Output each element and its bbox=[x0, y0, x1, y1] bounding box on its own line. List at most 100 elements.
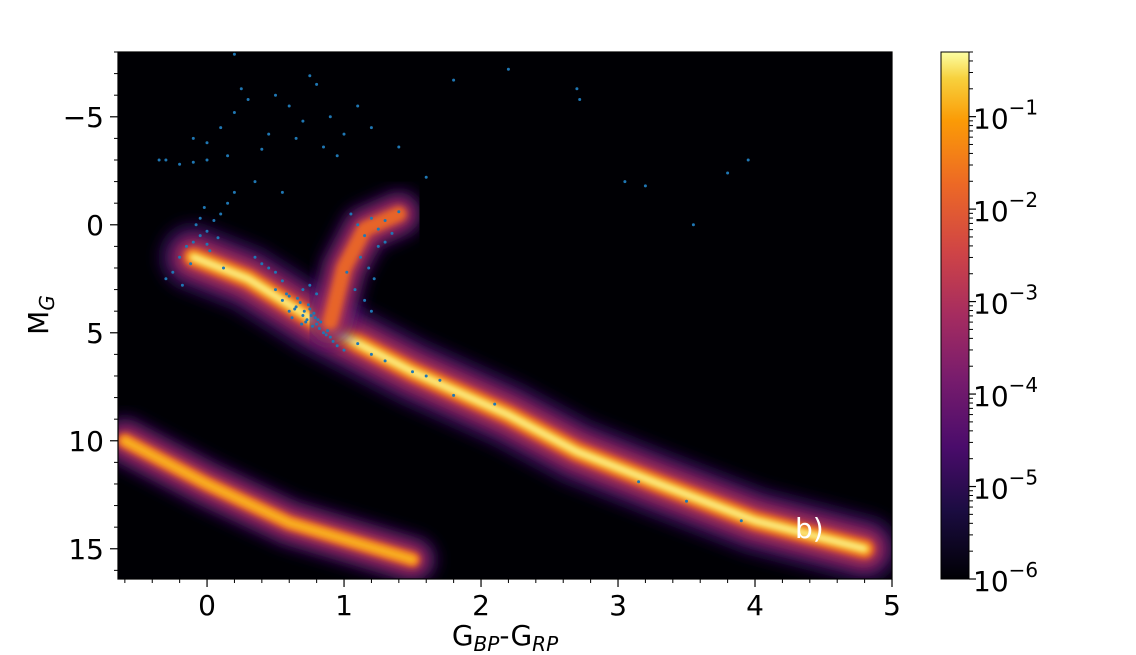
scatter-point bbox=[356, 223, 360, 227]
scatter-point bbox=[452, 393, 456, 397]
scatter-point bbox=[359, 255, 362, 259]
density-ridge-giant-branch bbox=[322, 206, 407, 330]
scatter-point bbox=[222, 266, 225, 270]
scatter-point bbox=[317, 327, 321, 330]
scatter-point bbox=[280, 279, 284, 283]
scatter-point bbox=[189, 262, 193, 266]
scatter-point bbox=[383, 240, 387, 244]
scatter-point bbox=[739, 519, 743, 523]
scatter-point bbox=[290, 316, 294, 320]
scatter-point bbox=[304, 320, 308, 324]
x-axis: 0 1 2 3 4 5 bbox=[124, 579, 901, 622]
x-tick-label: 2 bbox=[472, 589, 490, 622]
plot-area bbox=[117, 51, 893, 580]
scatter-point bbox=[232, 52, 236, 56]
scatter-point bbox=[298, 301, 302, 304]
scatter-point bbox=[308, 74, 312, 78]
scatter-point bbox=[397, 145, 401, 149]
y-tick-label: 15 bbox=[68, 533, 104, 566]
scatter-point bbox=[309, 314, 313, 317]
density-ridge-white-dwarf-sequence bbox=[120, 436, 417, 564]
scatter-point bbox=[178, 162, 182, 166]
scatter-point bbox=[274, 270, 277, 274]
scatter-point bbox=[312, 311, 316, 315]
density-ridge-main-sequence bbox=[190, 254, 868, 552]
panel-label: b) bbox=[795, 512, 824, 545]
scatter-point bbox=[226, 201, 230, 205]
scatter-point bbox=[157, 158, 161, 162]
x-tick-label: 4 bbox=[746, 589, 764, 622]
scatter-point bbox=[326, 329, 330, 333]
scatter-point bbox=[301, 314, 305, 317]
scatter-point bbox=[191, 240, 195, 244]
scatter-point bbox=[267, 266, 271, 270]
scatter-point bbox=[363, 298, 367, 302]
scatter-point bbox=[285, 292, 288, 296]
scatter-point bbox=[293, 307, 297, 311]
scatter-point bbox=[726, 171, 730, 175]
scatter-point bbox=[308, 283, 312, 287]
scatter-point bbox=[253, 255, 257, 259]
scatter-point bbox=[452, 78, 456, 82]
scatter-point bbox=[287, 309, 291, 313]
scatter-point bbox=[383, 359, 387, 363]
density-layer bbox=[118, 187, 892, 579]
scatter-point bbox=[356, 104, 360, 108]
scatter-point bbox=[342, 132, 346, 136]
scatter-point bbox=[171, 270, 175, 274]
scatter-point bbox=[239, 87, 243, 91]
scatter-point bbox=[185, 244, 188, 248]
scatter-point bbox=[202, 206, 206, 209]
scatter-point bbox=[287, 104, 291, 108]
scatter-point bbox=[424, 374, 428, 378]
scatter-point bbox=[260, 262, 264, 266]
x-tick-label: 1 bbox=[335, 589, 353, 622]
scatter-point bbox=[315, 322, 319, 326]
scatter-point bbox=[232, 190, 236, 194]
scatter-point bbox=[335, 344, 339, 348]
scatter-point bbox=[363, 234, 367, 238]
scatter-point bbox=[208, 249, 212, 253]
scatter-point bbox=[411, 370, 414, 374]
scatter-point bbox=[315, 292, 319, 296]
scatter-point bbox=[345, 270, 349, 274]
scatter-point bbox=[383, 219, 387, 222]
scatter-point bbox=[180, 283, 184, 287]
colorbar-tick-label: 10−4 bbox=[973, 373, 1038, 413]
scatter-point bbox=[685, 499, 688, 503]
scatter-point bbox=[746, 158, 750, 162]
scatter-point bbox=[164, 277, 168, 281]
scatter-point bbox=[260, 147, 264, 151]
scatter-point bbox=[194, 223, 198, 227]
scatter-point bbox=[306, 303, 310, 307]
scatter-point bbox=[253, 180, 257, 184]
scatter-point bbox=[280, 190, 284, 194]
scatter-point bbox=[198, 234, 202, 238]
plot-frame bbox=[117, 51, 893, 580]
scatter-point bbox=[353, 288, 357, 292]
scatter-point bbox=[280, 298, 284, 302]
scatter-point bbox=[376, 244, 380, 248]
colorbar-tick-label: 10−1 bbox=[973, 96, 1038, 136]
scatter-point bbox=[315, 82, 319, 86]
scatter-point bbox=[376, 227, 380, 231]
scatter-point bbox=[324, 333, 328, 337]
scatter-point bbox=[367, 266, 371, 270]
scatter-point bbox=[372, 277, 376, 281]
scatter-point bbox=[637, 480, 641, 484]
scatter-point bbox=[506, 67, 510, 71]
scatter-point bbox=[300, 322, 304, 326]
scatter-point bbox=[369, 352, 373, 356]
scatter-point bbox=[424, 175, 428, 179]
scatter-point bbox=[369, 309, 373, 313]
scatter-point bbox=[246, 98, 250, 101]
scatter-point bbox=[216, 236, 220, 240]
scatter-point bbox=[219, 212, 223, 216]
scatter-point bbox=[212, 219, 216, 222]
scatter-point bbox=[205, 229, 209, 233]
colorbar-tick-label: 10−2 bbox=[973, 188, 1038, 228]
scatter-point bbox=[274, 288, 277, 292]
scatter-point bbox=[322, 331, 325, 335]
scatter-point bbox=[205, 158, 209, 162]
colorbar-gradient bbox=[940, 51, 970, 580]
